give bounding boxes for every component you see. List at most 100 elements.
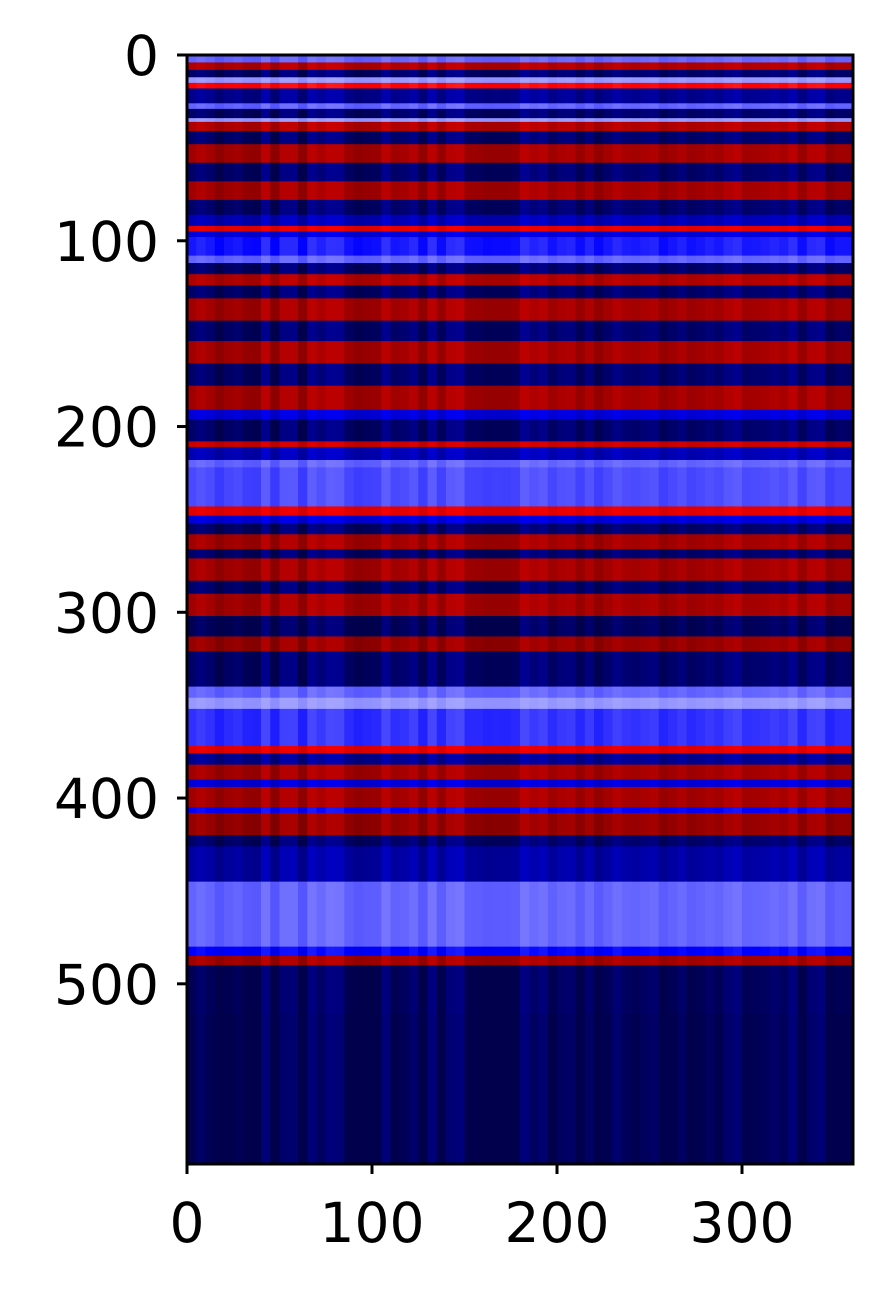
- heatmap-cell: [668, 881, 678, 948]
- heatmap-cell: [843, 263, 854, 275]
- heatmap-cell: [214, 88, 225, 104]
- heatmap-cell: [270, 467, 281, 507]
- heatmap-cell: [251, 549, 262, 560]
- heatmap-cell: [760, 108, 771, 119]
- heatmap-cell: [658, 965, 669, 1015]
- heatmap-cell: [834, 255, 845, 264]
- heatmap-cell: [288, 636, 299, 652]
- heatmap-cell: [723, 1013, 734, 1165]
- heatmap-cell: [251, 616, 262, 638]
- heatmap-cell: [279, 459, 290, 468]
- heatmap-cell: [695, 753, 706, 766]
- heatmap-cell: [816, 534, 826, 550]
- heatmap-cell: [584, 298, 595, 322]
- heatmap-cell: [335, 131, 345, 145]
- heatmap-cell: [436, 231, 447, 238]
- heatmap-cell: [196, 779, 207, 788]
- heatmap-cell: [298, 764, 308, 781]
- heatmap-cell: [464, 515, 475, 524]
- heatmap-cell: [436, 965, 447, 1015]
- heatmap-cell: [732, 549, 743, 560]
- heatmap-cell: [251, 409, 262, 420]
- heatmap-cell: [658, 506, 669, 517]
- heatmap-cell: [307, 786, 318, 808]
- heatmap-cell: [557, 697, 567, 710]
- heatmap-cell: [455, 77, 466, 84]
- heatmap-cell: [723, 708, 734, 747]
- heatmap-cell: [418, 506, 429, 517]
- heatmap-cell: [686, 846, 697, 883]
- heatmap-cell: [390, 946, 401, 957]
- heatmap-cell: [751, 55, 762, 64]
- heatmap-cell: [640, 549, 651, 560]
- heatmap-cell: [612, 225, 623, 233]
- heatmap-cell: [298, 506, 308, 517]
- heatmap-cell: [547, 419, 558, 442]
- heatmap-cell: [769, 320, 780, 342]
- heatmap-cell: [705, 558, 715, 582]
- heatmap-cell: [723, 807, 734, 814]
- heatmap-cell: [409, 636, 419, 652]
- heatmap-cell: [362, 263, 373, 275]
- heatmap-cell: [214, 225, 225, 233]
- heatmap-cell: [464, 162, 475, 182]
- heatmap-cell: [714, 446, 725, 461]
- heatmap-cell: [362, 697, 373, 710]
- heatmap-cell: [251, 88, 262, 104]
- heatmap-cell: [584, 144, 595, 164]
- heatmap-cell: [390, 409, 401, 420]
- heatmap-cell: [418, 746, 429, 755]
- heatmap-cell: [594, 341, 604, 364]
- heatmap-cell: [205, 409, 216, 420]
- heatmap-cell: [390, 441, 401, 448]
- heatmap-cell: [483, 779, 493, 788]
- heatmap-cell: [658, 812, 669, 836]
- heatmap-cell: [455, 753, 466, 766]
- heatmap-cell: [631, 144, 641, 164]
- heatmap-cell: [307, 616, 318, 638]
- heatmap-cell: [510, 118, 521, 123]
- heatmap-cell: [446, 118, 456, 123]
- heatmap-cell: [335, 1013, 345, 1165]
- heatmap-cell: [325, 467, 336, 507]
- heatmap-cell: [621, 459, 632, 468]
- heatmap-cell: [372, 62, 382, 71]
- heatmap-cell: [557, 55, 567, 64]
- heatmap-cell: [557, 121, 567, 132]
- heatmap-cell: [399, 515, 410, 524]
- heatmap-cell: [695, 255, 706, 264]
- heatmap-cell: [788, 231, 799, 238]
- heatmap-cell: [575, 285, 586, 299]
- heatmap-cell: [547, 121, 558, 132]
- heatmap-cell: [455, 835, 466, 847]
- heatmap-cell: [362, 946, 373, 957]
- heatmap-cell: [723, 199, 734, 216]
- heatmap-cell: [695, 558, 706, 582]
- heatmap-cell: [501, 103, 512, 110]
- heatmap-cell: [816, 409, 826, 420]
- heatmap-cell: [251, 881, 262, 948]
- heatmap-cell: [520, 1013, 530, 1165]
- heatmap-cell: [658, 181, 669, 201]
- heatmap-cell: [649, 446, 660, 461]
- heatmap-cell: [769, 881, 780, 948]
- heatmap-cell: [362, 881, 373, 948]
- heatmap-cell: [427, 88, 438, 104]
- heatmap-cell: [797, 686, 808, 699]
- heatmap-cell: [705, 162, 715, 182]
- heatmap-cell: [409, 181, 419, 201]
- heatmap-cell: [557, 298, 567, 322]
- heatmap-cell: [714, 199, 725, 216]
- heatmap-cell: [686, 523, 697, 535]
- heatmap-cell: [806, 363, 817, 387]
- heatmap-cell: [205, 62, 216, 71]
- heatmap-cell: [695, 385, 706, 411]
- heatmap-cell: [631, 285, 641, 299]
- heatmap-cell: [529, 807, 540, 814]
- heatmap-cell: [279, 846, 290, 883]
- heatmap-cell: [797, 263, 808, 275]
- heatmap-cell: [214, 1013, 225, 1165]
- heatmap-cell: [843, 131, 854, 145]
- heatmap-cell: [529, 274, 540, 286]
- heatmap-cell: [658, 534, 669, 550]
